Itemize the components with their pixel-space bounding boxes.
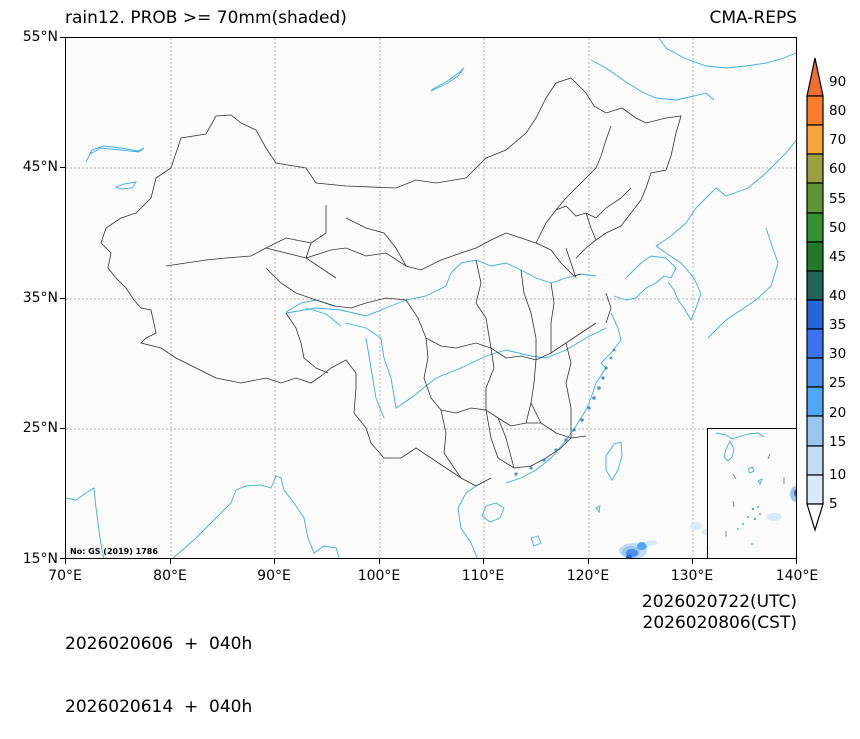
x-tick-mark bbox=[170, 559, 171, 564]
colorbar-label: 40 bbox=[829, 288, 847, 304]
x-tick-label: 130°E bbox=[670, 568, 714, 584]
y-tick-label: 55°N bbox=[22, 29, 58, 45]
y-tick-label: 25°N bbox=[22, 420, 58, 436]
coastlines bbox=[66, 38, 796, 558]
colorbar-label: 45 bbox=[829, 249, 847, 265]
x-tick-label: 120°E bbox=[566, 568, 610, 584]
x-tick-label: 100°E bbox=[357, 568, 401, 584]
init-time-block: 2026020606 + 040h 2026020614 + 040h bbox=[65, 592, 252, 739]
model-name: CMA-REPS bbox=[709, 8, 797, 28]
y-tick-mark bbox=[60, 558, 65, 559]
map-canvas bbox=[66, 38, 796, 558]
y-tick-label: 35°N bbox=[22, 290, 58, 306]
province-borders bbox=[100, 77, 682, 487]
colorbar-label: 5 bbox=[829, 496, 838, 512]
x-tick-label: 140°E bbox=[775, 568, 819, 584]
valid-time-cst: 2026020806(CST) bbox=[642, 613, 797, 633]
init-time-line-2: 2026020614 + 040h bbox=[65, 697, 253, 717]
south-china-sea-inset bbox=[707, 428, 796, 558]
colorbar-label: 25 bbox=[829, 375, 847, 391]
y-tick-mark bbox=[60, 298, 65, 299]
y-tick-mark bbox=[60, 428, 65, 429]
inset-canvas bbox=[715, 432, 796, 545]
colorbar-label: 50 bbox=[829, 220, 847, 236]
y-tick-mark bbox=[60, 37, 65, 38]
grid-lines bbox=[66, 38, 796, 558]
x-tick-mark bbox=[483, 559, 484, 564]
y-tick-label: 15°N bbox=[22, 551, 58, 567]
map-plot-area: No: GS (2019) 1786 bbox=[65, 37, 797, 559]
y-tick-mark bbox=[60, 167, 65, 168]
colorbar-label: 60 bbox=[829, 161, 847, 177]
x-tick-label: 90°E bbox=[257, 568, 291, 584]
valid-time-block: 2026020722(UTC) 2026020806(CST) bbox=[642, 592, 797, 634]
x-tick-label: 110°E bbox=[461, 568, 505, 584]
y-tick-label: 45°N bbox=[22, 159, 58, 175]
x-tick-mark bbox=[692, 559, 693, 564]
colorbar-label: 90 bbox=[829, 74, 847, 90]
colorbar-label: 10 bbox=[829, 467, 847, 483]
x-tick-mark bbox=[65, 559, 66, 564]
map-title: rain12. PROB >= 70mm(shaded) bbox=[65, 8, 347, 28]
colorbar-label: 70 bbox=[829, 132, 847, 148]
x-tick-label: 70°E bbox=[48, 568, 82, 584]
colorbar-label: 80 bbox=[829, 103, 847, 119]
x-tick-mark bbox=[379, 559, 380, 564]
valid-time-utc: 2026020722(UTC) bbox=[641, 592, 797, 612]
map-approval-number: No: GS (2019) 1786 bbox=[70, 547, 158, 556]
colorbar-label: 35 bbox=[829, 317, 847, 333]
init-time-line-1: 2026020606 + 040h bbox=[65, 634, 253, 654]
x-tick-mark bbox=[588, 559, 589, 564]
colorbar-label: 55 bbox=[829, 191, 847, 207]
colorbar-label: 30 bbox=[829, 346, 847, 362]
x-tick-mark bbox=[274, 559, 275, 564]
colorbar-label: 20 bbox=[829, 405, 847, 421]
colorbar bbox=[806, 57, 824, 532]
colorbar-label: 15 bbox=[829, 434, 847, 450]
x-tick-label: 80°E bbox=[153, 568, 187, 584]
x-tick-mark bbox=[796, 559, 797, 564]
